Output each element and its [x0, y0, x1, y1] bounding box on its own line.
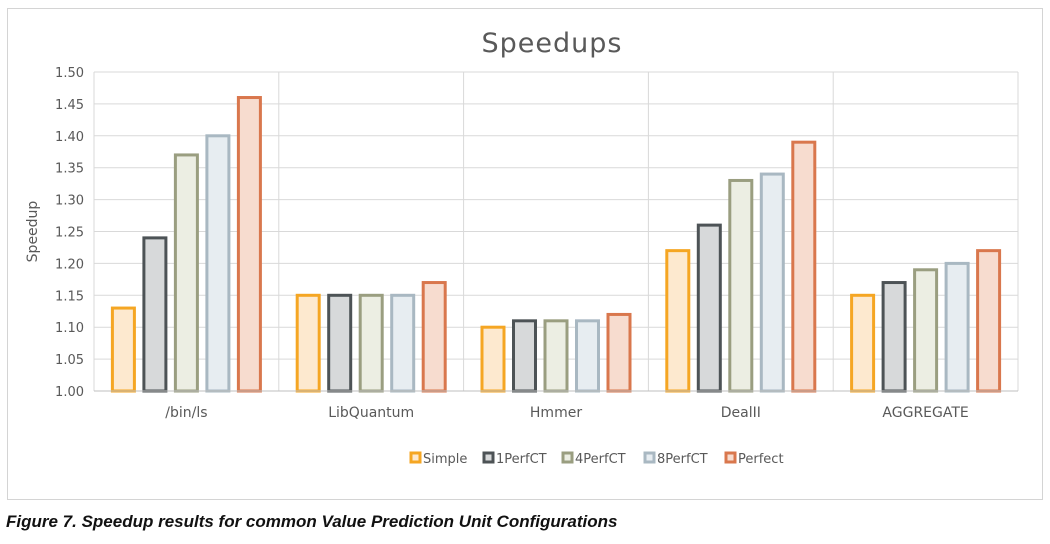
bar-simple-2 [480, 325, 506, 393]
bar-1perfct-4 [881, 281, 907, 393]
bar-simple-1 [295, 293, 321, 393]
bar-4perfct-3 [728, 178, 754, 393]
bar-simple-0 [110, 306, 136, 393]
y-tick-label: 1.35 [55, 162, 84, 177]
x-tick-label: DealII [721, 405, 761, 421]
bar-perfect-0 [236, 96, 262, 393]
y-tick-label: 1.10 [55, 321, 84, 336]
speedup-bar-chart: Speedups 1.00 1.05 1.10 1.15 1.20 1.25 1.30 1.35… [25, 28, 1019, 467]
bar-perfect-3 [791, 140, 817, 393]
y-tick-label: 1.05 [55, 353, 84, 368]
bar-4perfct-2 [543, 319, 569, 393]
bar-perfect-1 [421, 281, 447, 393]
bar-4perfct-0 [173, 153, 199, 393]
legend-swatch-4perfct [561, 451, 574, 464]
bar-1perfct-1 [327, 293, 353, 393]
bar-8perfct-0 [205, 134, 231, 393]
x-tick-label: Hmmer [530, 405, 582, 421]
bar-1perfct-0 [142, 236, 168, 393]
legend-swatch-perfect [724, 451, 737, 464]
y-tick-label: 1.25 [55, 226, 84, 241]
y-tick-label: 1.00 [55, 385, 84, 400]
x-tick-label: LibQuantum [328, 405, 414, 421]
bar-4perfct-1 [358, 293, 384, 393]
bar-1perfct-2 [512, 319, 537, 393]
bar-perfect-2 [606, 312, 632, 393]
y-tick-label: 1.15 [55, 289, 84, 304]
y-tick-label: 1.40 [55, 130, 84, 145]
y-tick-label: 1.30 [55, 194, 84, 209]
bar-8perfct-4 [944, 261, 970, 393]
x-tick-label: /bin/ls [165, 405, 207, 421]
legend-label-perfect: Perfect [738, 452, 784, 467]
bar-4perfct-4 [913, 268, 939, 393]
legend-label-8perfct: 8PerfCT [657, 452, 708, 467]
y-tick-label: 1.45 [55, 98, 84, 113]
legend-swatch-1perfct [482, 451, 495, 464]
legend-label-simple: Simple [423, 452, 467, 467]
x-tick-label: AGGREGATE [882, 405, 968, 421]
bar-8perfct-1 [390, 293, 416, 393]
bar-simple-4 [850, 293, 876, 393]
legend-label-4perfct: 4PerfCT [575, 452, 626, 467]
y-tick-label: 1.50 [55, 66, 84, 81]
bar-simple-3 [665, 249, 691, 393]
chart-frame: Speedups 1.00 1.05 1.10 1.15 1.20 1.25 1.30 1.35… [7, 8, 1043, 500]
legend-label-1perfct: 1PerfCT [496, 452, 547, 467]
bar-8perfct-2 [575, 319, 600, 393]
figure-caption: Figure 7. Speedup results for common Val… [6, 512, 618, 531]
legend-swatch-simple [409, 451, 422, 464]
chart-title: Speedups [482, 28, 623, 59]
bar-perfect-4 [976, 249, 1002, 393]
y-tick-label: 1.20 [55, 257, 84, 272]
y-axis-label: Speedup [25, 201, 41, 263]
legend-swatch-8perfct [643, 451, 656, 464]
bar-1perfct-3 [696, 223, 722, 393]
bar-8perfct-3 [759, 172, 785, 393]
